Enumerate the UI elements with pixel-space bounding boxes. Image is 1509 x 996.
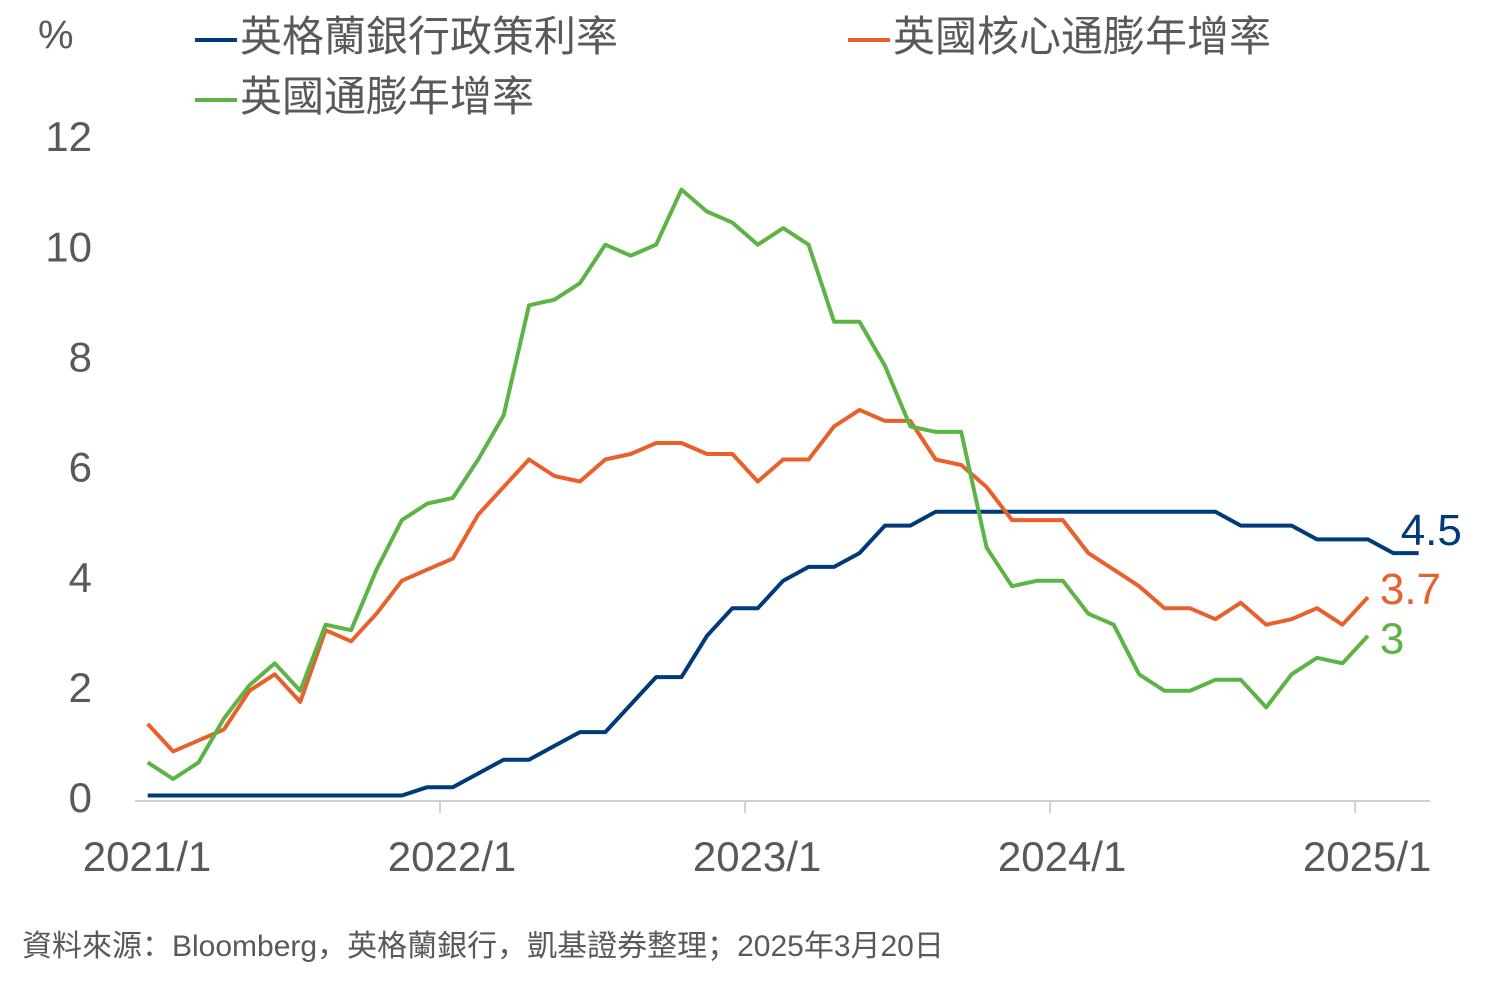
x-tick-label: 2023/1 xyxy=(693,833,821,880)
x-tick-label: 2021/1 xyxy=(83,833,211,880)
x-tick-label: 2022/1 xyxy=(388,833,516,880)
end-label: 3.7 xyxy=(1380,565,1441,614)
y-tick-label: 8 xyxy=(69,333,92,380)
legend-label: 英國核心通膨年增率 xyxy=(893,13,1271,60)
series-line xyxy=(146,407,1370,754)
series-line xyxy=(147,509,1419,798)
legend-label: 英國通膨年增率 xyxy=(240,73,534,120)
y-tick-label: 4 xyxy=(69,554,92,601)
y-tick-label: 12 xyxy=(45,113,92,160)
x-tick-label: 2025/1 xyxy=(1303,833,1431,880)
end-label: 3 xyxy=(1380,614,1404,663)
y-tick-label: 10 xyxy=(45,223,92,270)
y-tick-label: 2 xyxy=(69,664,92,711)
legend-label: 英格蘭銀行政策利率 xyxy=(240,13,618,60)
y-axis-label: % xyxy=(38,14,74,58)
y-tick-label: 0 xyxy=(69,774,92,821)
series-line xyxy=(146,187,1370,781)
source-note: 資料來源：Bloomberg，英格蘭銀行，凱基證券整理；2025年3月20日 xyxy=(22,930,944,963)
end-label: 4.5 xyxy=(1401,506,1462,555)
x-tick-label: 2024/1 xyxy=(998,833,1126,880)
y-tick-label: 6 xyxy=(69,444,92,491)
